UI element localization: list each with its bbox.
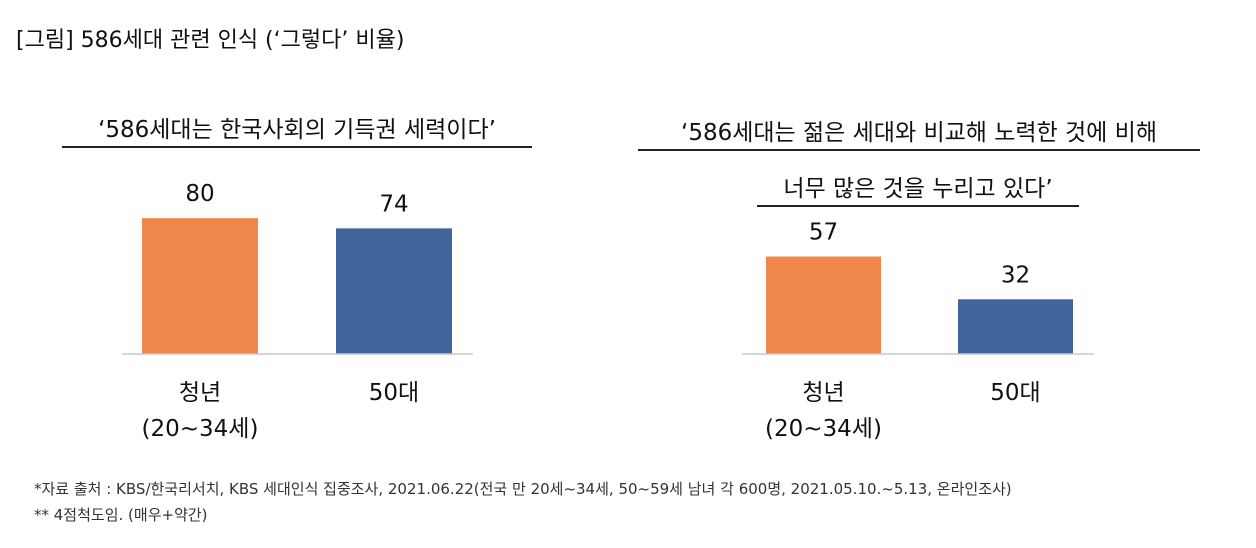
chart2-title-underline-2	[757, 205, 1079, 207]
chart2-category-label-2: 50대	[990, 380, 1040, 406]
chart2-title-line1: ‘586세대는 젊은 세대와 비교해 노력한 것에 비해	[681, 120, 1157, 146]
chart2-title-underline-1	[638, 149, 1200, 151]
chart1-bar-2	[336, 228, 452, 354]
chart1-data-label-1: 80	[185, 181, 214, 207]
chart1-title-underline	[62, 146, 532, 148]
figure-title: [그림] 586세대 관련 인식 (‘그렇다’ 비율)	[16, 28, 405, 53]
scale-footnote: ** 4점척도임. (매우+약간)	[34, 506, 208, 524]
chart1-title: ‘586세대는 한국사회의 기득권 세력이다’	[98, 117, 496, 143]
chart1-category-label-2: 50대	[369, 380, 419, 406]
chart1-bar-1	[142, 218, 258, 354]
chart2-title-line2: 너무 많은 것을 누리고 있다’	[783, 176, 1053, 202]
chart2-data-label-2: 32	[1001, 262, 1030, 288]
chart2-data-label-1: 57	[809, 220, 838, 246]
chart1-data-label-2: 74	[379, 191, 408, 217]
chart1-category-label-1: 청년 (20~34세)	[142, 380, 259, 442]
source-footnote: *자료 출처 : KBS/한국리서치, KBS 세대인식 집중조사, 2021.…	[34, 480, 1012, 498]
chart2-bar-2	[958, 299, 1073, 354]
chart2-bar-1	[766, 256, 881, 354]
chart2-category-label-1: 청년 (20~34세)	[765, 380, 882, 442]
